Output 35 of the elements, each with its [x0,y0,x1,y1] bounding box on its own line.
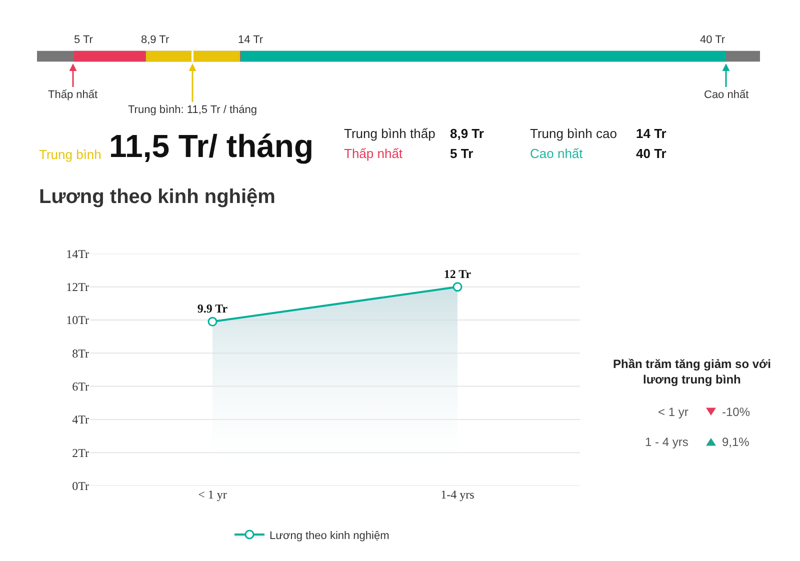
y-tick-label: 10Tr [66,313,89,328]
text: Trung bình [39,147,102,162]
text: Trung bình: 11,5 Tr / tháng [128,104,258,116]
text: 9,1% [722,435,750,449]
category-label: 5 Tr [74,34,94,46]
category-label: 8,9 Tr [141,34,170,46]
category-label: 40 Tr [700,34,726,46]
text: Thấp nhất [344,146,403,161]
text: 8,9 Tr [450,126,484,141]
text: 5 Tr [450,146,474,161]
text: -10% [722,405,750,419]
y-tick-label: 8Tr [72,346,89,360]
legend-label: Lương theo kinh nghiệm [270,530,390,542]
text: Trung bình cao [530,126,617,141]
y-tick-label: 12Tr [66,280,89,294]
text: 40 Tr [636,146,666,161]
data-label: 9.9 Tr [197,302,228,316]
text: Cao nhất [704,89,749,101]
text: Trung bình thấp [344,126,436,141]
text: 11,5 Tr/ tháng [109,128,314,164]
y-tick-label: 6Tr [72,379,89,394]
y-tick-label: 0Tr [72,478,89,493]
category-label: 1 - 4 yrs [645,435,688,449]
text: 14 Tr [636,126,666,141]
text: Phần trăm tăng giảm so với lương trung bình [613,357,771,387]
category-label: 14 Tr [238,34,264,46]
text: Thấp nhất [48,89,98,101]
chart-title: Lương theo kinh nghiệm [39,186,276,208]
category-label: < 1 yr [658,405,688,419]
y-tick-label: 4Tr [72,412,89,427]
x-tick-label: 1-4 yrs [440,488,475,502]
text: Cao nhất [530,146,584,161]
y-tick-label: 2Tr [72,446,89,460]
y-tick-label: 14Tr [66,246,89,261]
data-label: 12 Tr [444,266,472,281]
